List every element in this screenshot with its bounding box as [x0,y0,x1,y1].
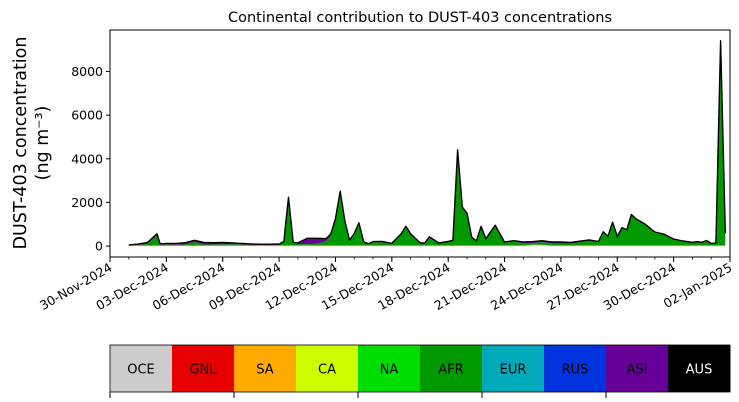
area-ca [128,244,726,246]
legend-swatch-gnl [172,345,235,392]
y-axis-label-line2: (ng m⁻³) [33,106,53,181]
chart-title: Continental contribution to DUST-403 con… [228,10,612,26]
legend-swatch-rus [544,345,607,392]
legend-swatch-afr [420,345,483,392]
y-tick-label: 6000 [71,108,103,123]
legend-label-na: NA [380,363,399,378]
y-axis-label: DUST-403 concentration (ng m⁻³) [11,37,53,250]
legend-label-oce: OCE [127,363,155,378]
legend-swatch-oce [110,345,173,392]
legend-label-asi: ASI [627,363,648,378]
axes: 0200040006000800030-Nov-202403-Dec-20240… [37,29,735,313]
plot-area [128,40,726,247]
legend-swatch-eur [482,345,545,392]
legend-swatch-aus [668,345,731,392]
legend-label-ca: CA [318,363,336,378]
y-tick-label: 0 [95,239,103,254]
legend-label-sa: SA [256,363,273,378]
total-line [128,40,726,246]
legend-swatch-na [358,345,421,392]
plot-frame [109,29,731,258]
y-tick-label: 8000 [71,64,103,79]
y-tick-label: 2000 [71,195,103,210]
legend-label-rus: RUS [562,363,589,378]
legend-label-aus: AUS [686,363,713,378]
legend-swatch-sa [234,345,297,392]
area-afr [128,42,726,246]
y-tick-label: 4000 [71,151,103,166]
area-asi [128,40,726,246]
legend-label-eur: EUR [500,363,527,378]
legend-label-afr: AFR [438,363,463,378]
legend-frame [109,344,731,393]
y-axis-label-line1: DUST-403 concentration [11,37,31,250]
legend-colorbar: OCE GNL SA CA NA AFR EUR RUS ASI AUS [109,344,731,398]
legend-swatch-asi [606,345,669,392]
legend-label-gnl: GNL [189,363,217,378]
legend-swatch-ca [296,345,359,392]
